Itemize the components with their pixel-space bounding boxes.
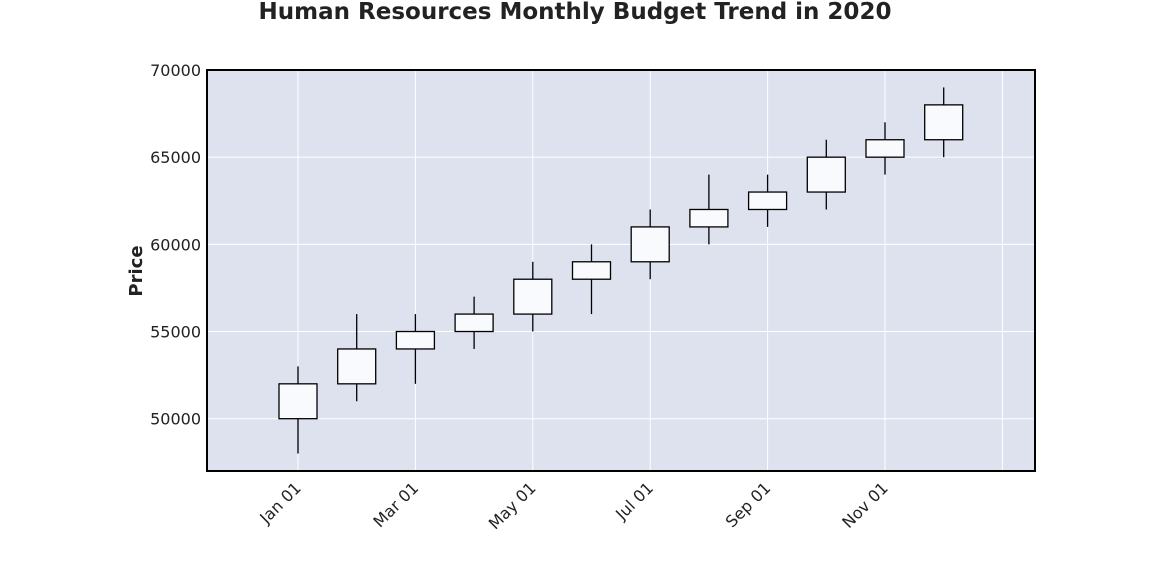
chart-title: Human Resources Monthly Budget Trend in … bbox=[259, 0, 892, 25]
candle bbox=[630, 209, 670, 280]
candle-body bbox=[924, 104, 964, 141]
y-tick-label: 65000 bbox=[150, 148, 201, 167]
plot-frame bbox=[206, 69, 1036, 472]
y-tick-label: 55000 bbox=[150, 323, 201, 342]
y-tick-label: 70000 bbox=[150, 61, 201, 80]
candle-body bbox=[865, 139, 905, 158]
x-tick-label: Jul 01 bbox=[611, 478, 657, 524]
plot-area bbox=[207, 70, 1035, 471]
candle-body bbox=[689, 208, 729, 228]
candle-body bbox=[395, 330, 436, 350]
candle-body bbox=[454, 313, 494, 333]
candle bbox=[454, 296, 494, 349]
x-axis-ticks: Jan 01 Mar 01 May 01 Jul 01 Sep 01 Nov 01 bbox=[255, 478, 892, 533]
candle bbox=[395, 314, 436, 384]
candle bbox=[865, 122, 905, 175]
candle-body bbox=[747, 191, 788, 211]
candle bbox=[513, 261, 553, 332]
y-tick-label: 60000 bbox=[150, 235, 201, 254]
x-tick-label: Sep 01 bbox=[722, 478, 775, 531]
candle bbox=[278, 366, 318, 454]
candle bbox=[689, 174, 729, 245]
candle bbox=[924, 87, 964, 158]
candle-body bbox=[513, 278, 553, 315]
x-tick-label: Mar 01 bbox=[369, 478, 422, 531]
candle bbox=[747, 174, 788, 227]
candle bbox=[571, 244, 612, 315]
candle bbox=[806, 139, 846, 210]
candle-body bbox=[337, 348, 377, 385]
candle-body bbox=[571, 261, 612, 280]
x-tick-label: May 01 bbox=[485, 478, 540, 533]
candles bbox=[278, 87, 964, 454]
y-tick-label: 50000 bbox=[150, 410, 201, 429]
candle-body bbox=[630, 226, 670, 263]
candle-body bbox=[278, 383, 318, 420]
x-tick-label: Nov 01 bbox=[838, 478, 892, 532]
candle-body bbox=[806, 156, 846, 193]
y-axis-label: Price bbox=[126, 245, 147, 296]
candle bbox=[337, 314, 377, 402]
y-axis-ticks: 50000 55000 60000 65000 70000 bbox=[150, 61, 201, 429]
x-tick-label: Jan 01 bbox=[255, 478, 305, 528]
